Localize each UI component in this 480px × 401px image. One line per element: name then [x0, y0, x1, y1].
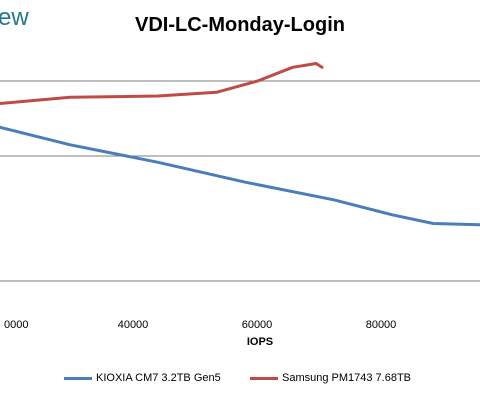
x-axis-label: IOPS [246, 336, 274, 348]
legend-swatch-kioxia [64, 376, 92, 380]
chart-title: VDI-LC-Monday-Login [135, 14, 345, 36]
x-tick-label: 0000 [4, 319, 28, 331]
legend-swatch-samsung [250, 376, 278, 380]
legend-label-kioxia: KIOXIA CM7 3.2TB Gen5 [96, 372, 221, 384]
logo-fragment: ew [0, 4, 29, 31]
legend-item-kioxia: KIOXIA CM7 3.2TB Gen5 [64, 372, 221, 384]
legend-label-samsung: Samsung PM1743 7.68TB [282, 372, 412, 384]
legend: KIOXIA CM7 3.2TB Gen5 Samsung PM1743 7.6… [0, 372, 480, 390]
series-line-1 [0, 62, 324, 105]
x-tick-label: 40000 [118, 319, 149, 331]
x-tick-label: 60000 [242, 319, 273, 331]
x-tick-label: 80000 [366, 319, 397, 331]
series-line-0 [0, 125, 480, 227]
legend-item-samsung: Samsung PM1743 7.68TB [250, 372, 411, 384]
